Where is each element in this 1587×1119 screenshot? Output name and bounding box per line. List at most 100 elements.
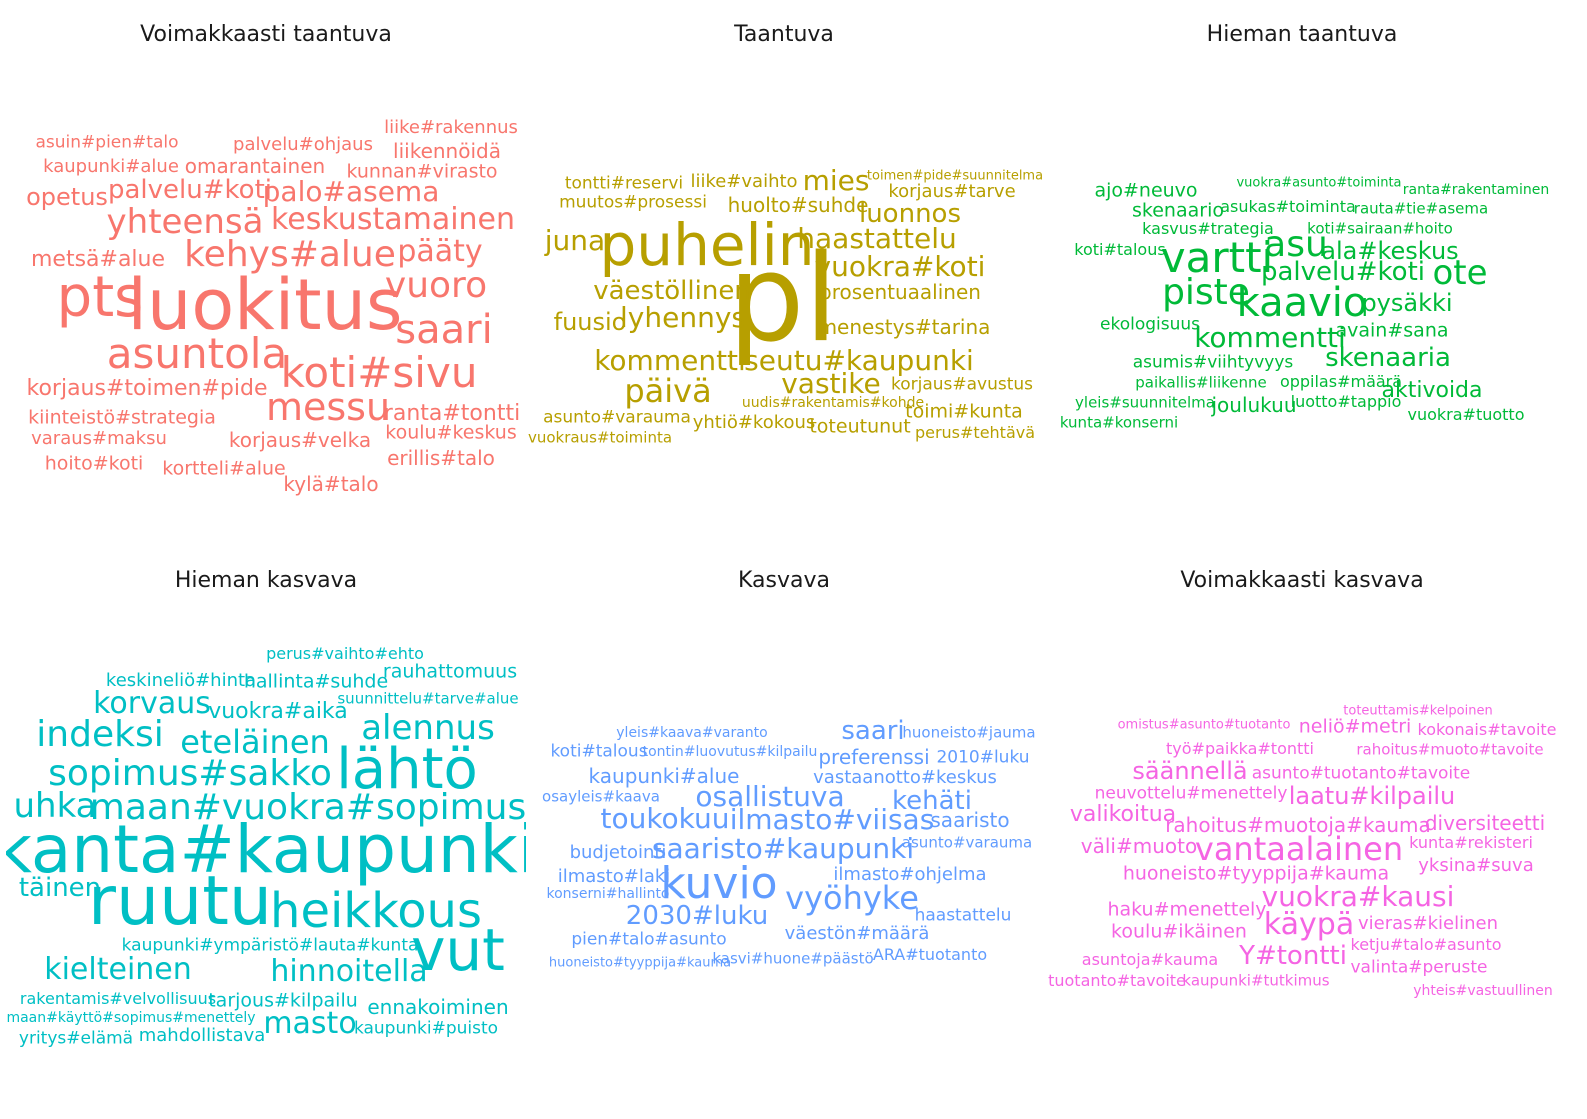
cloud-word: koti#talous xyxy=(550,741,648,762)
cloud-word: laatu#kilpailu xyxy=(1288,782,1456,810)
cloud-word: erillis#talo xyxy=(387,446,495,470)
cloud-word: hinnoitella xyxy=(270,954,428,989)
cloud-word: ilmasto#ohjelma xyxy=(833,864,987,885)
cloud-word: väestön#määrä xyxy=(784,923,930,944)
cloud-word: kaupunki#ympäristö#lauta#kunta xyxy=(121,935,419,956)
cloud-word: koti#talous xyxy=(1074,240,1166,259)
cloud-word: korjaus#avustus xyxy=(890,374,1034,395)
cloud-word: kokonais#tavoite xyxy=(1417,720,1557,739)
cloud-word: kanta#kaupunki xyxy=(6,811,526,888)
cloud-word: kunnan#virasto xyxy=(346,160,498,183)
cloud-word: prosentuaalinen xyxy=(819,280,981,304)
word-cloud: vartti kaavio asu piste ote kommentti skenaari… xyxy=(1042,0,1562,520)
cloud-word: saaristo#kaupunki xyxy=(651,832,915,865)
cloud-word: haastattelu xyxy=(797,222,957,255)
word-cloud: kuvio saaristo#kaupunki ilmasto#viisas vyöh… xyxy=(524,546,1044,1066)
cloud-word: maan#vuokra#sopimus xyxy=(89,787,526,828)
cloud-word: ennakoiminen xyxy=(367,995,509,1019)
cloud-word: suunnittelu#tarve#alue xyxy=(337,689,519,708)
cloud-word: vuokraus#toiminta xyxy=(527,428,673,447)
cloud-word: ruutu xyxy=(88,862,272,941)
cloud-word: juna xyxy=(544,224,606,257)
panel-title: Hieman kasvava xyxy=(174,568,358,593)
panel-title: Hieman taantuva xyxy=(1206,22,1398,47)
cloud-word: omarantainen xyxy=(184,154,326,178)
cloud-word: vyöhyke xyxy=(785,879,919,917)
cloud-word: asu xyxy=(1264,224,1328,265)
cloud-word: tuotanto#tavoite xyxy=(1048,971,1186,990)
cloud-word: pl xyxy=(728,230,838,369)
cloud-word: kiinteistö#strategia xyxy=(28,406,216,429)
cloud-word: perus#vaihto#ehto xyxy=(266,644,424,663)
cloud-word: ketju#talo#asunto xyxy=(1350,935,1502,954)
cloud-word: yleis#kaava#varanto xyxy=(616,725,768,741)
cloud-word: asukas#toiminta xyxy=(1220,197,1356,216)
panel-kasvava: Kasvava kuvio saaristo#kaupunki ilmasto#vi… xyxy=(524,546,1044,1066)
cloud-word: liike#vaihto xyxy=(690,171,798,192)
cloud-word: kommentti xyxy=(594,344,746,377)
cloud-word: vuokra#asunto#toiminta xyxy=(1236,175,1402,191)
cloud-word: toimen#pide#suunnitelma xyxy=(866,168,1044,184)
cloud-word: työ#paikka#tontti xyxy=(1166,739,1314,758)
cloud-word: toukokuu xyxy=(600,802,730,835)
cloud-word: varaus#maksu xyxy=(31,428,167,449)
cloud-word: vut xyxy=(411,916,505,984)
cloud-word: messu xyxy=(265,385,391,429)
cloud-word: saari xyxy=(841,716,905,746)
cloud-word: huolto#suhde xyxy=(727,193,869,217)
cloud-word: liikennöidä xyxy=(393,139,501,163)
cloud-word: korvaus xyxy=(93,686,211,721)
panel-title: Kasvava xyxy=(738,568,830,593)
cloud-word: omistus#asunto#tuotanto xyxy=(1117,717,1291,733)
cloud-word: saari xyxy=(395,307,493,353)
cloud-word: ilmasto#viisas xyxy=(729,803,935,836)
panel-title: Voimakkaasti kasvava xyxy=(1180,568,1424,593)
cloud-word: avain#sana xyxy=(1335,319,1449,342)
cloud-word: yhteensä xyxy=(106,202,264,242)
cloud-word: ote xyxy=(1432,253,1488,293)
cloud-word: seutu#kaupunki xyxy=(744,344,974,377)
cloud-word: vuokra#tuotto xyxy=(1407,405,1525,424)
cloud-word: asuntoja#kauma xyxy=(1081,950,1219,969)
cloud-word: toteuttamis#kelpoinen xyxy=(1343,703,1493,719)
word-cloud: kanta#kaupunki ruutu lähtö heikkous vut sopim… xyxy=(6,546,526,1066)
cloud-word: ARA#tuotanto xyxy=(872,945,988,964)
cloud-word: toteutunut xyxy=(809,415,911,438)
cloud-word: ranta#tontti xyxy=(383,401,521,426)
cloud-word: osallistuva xyxy=(695,780,845,813)
cloud-word: neuvottelu#menettely xyxy=(1094,783,1288,804)
cloud-word: osayleis#kaava xyxy=(542,787,660,806)
cloud-word: palvelu#koti xyxy=(108,175,272,205)
cloud-word: palvelu#koti xyxy=(1261,257,1425,287)
cloud-word: tontti#reservi xyxy=(564,173,684,194)
cloud-word: fuusio xyxy=(553,308,627,336)
cloud-word: alennus xyxy=(361,708,495,748)
cloud-word: korjaus#tarve xyxy=(888,181,1016,202)
cloud-word: toimi#kunta xyxy=(905,400,1023,423)
cloud-word: kehäti xyxy=(892,786,972,816)
cloud-word: diversiteetti xyxy=(1424,811,1546,835)
cloud-word: kasvus#trategia xyxy=(1142,219,1274,238)
cloud-word: kuvio xyxy=(660,858,778,909)
panel-title: Voimakkaasti taantuva xyxy=(140,22,392,47)
cloud-word: kaupunki#puisto xyxy=(353,1018,499,1039)
cloud-word: yksina#suva xyxy=(1418,855,1534,876)
cloud-word: preferenssi xyxy=(818,745,930,769)
cloud-word: asuntola xyxy=(106,329,288,378)
cloud-word: rauhattomuus xyxy=(382,660,518,683)
cloud-word: pääty xyxy=(397,234,483,269)
cloud-word: uhka xyxy=(13,786,97,826)
cloud-word: rauta#tie#asema xyxy=(1353,199,1489,218)
cloud-word: pts xyxy=(56,265,144,330)
cloud-word: päivä xyxy=(624,372,712,410)
cloud-word: opetus xyxy=(26,183,108,211)
cloud-word: vantaalainen xyxy=(1194,830,1404,868)
panel-taantuva: Taantuva pl puhelin kommentti seutu#kaupunk… xyxy=(524,0,1044,520)
cloud-word: eteläinen xyxy=(180,723,330,761)
cloud-word: kommentti xyxy=(1194,321,1346,354)
cloud-word: ala#keskus xyxy=(1321,237,1459,265)
cloud-word: piste xyxy=(1162,272,1250,313)
cloud-word: säännellä xyxy=(1132,757,1248,785)
cloud-word: vuoro xyxy=(384,265,488,306)
cloud-word: käypä xyxy=(1263,907,1355,942)
